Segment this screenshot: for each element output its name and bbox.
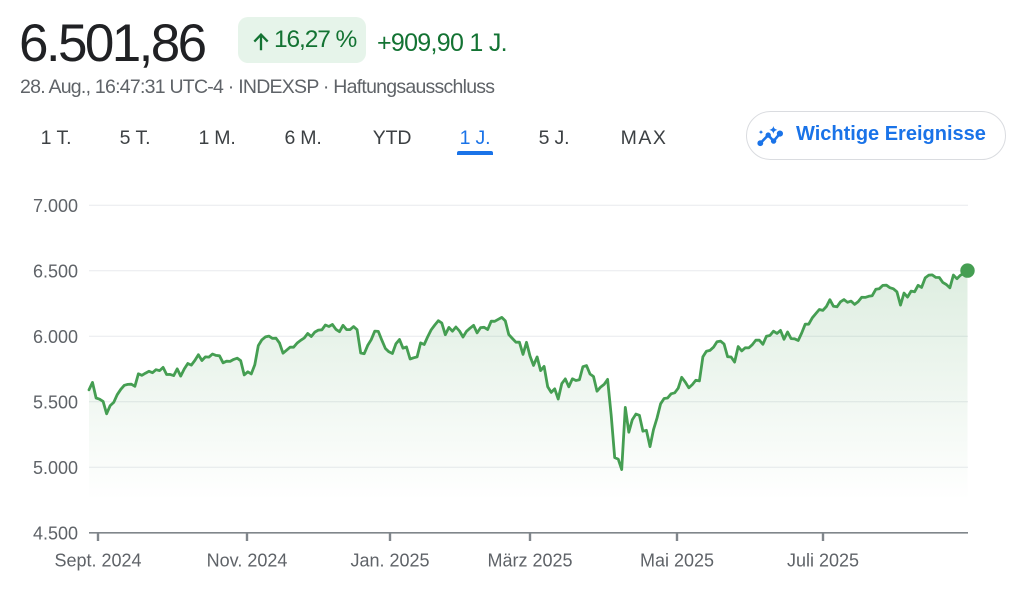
svg-text:5.500: 5.500 [33,392,78,412]
svg-text:7.000: 7.000 [33,196,78,216]
svg-text:Nov. 2024: Nov. 2024 [207,551,288,571]
svg-text:6.500: 6.500 [33,261,78,281]
svg-text:Mai 2025: Mai 2025 [640,551,714,571]
svg-text:4.500: 4.500 [33,523,78,543]
svg-text:5.000: 5.000 [33,458,78,478]
svg-text:Juli 2025: Juli 2025 [787,551,859,571]
svg-text:Jan. 2025: Jan. 2025 [350,551,429,571]
svg-text:Sept. 2024: Sept. 2024 [54,551,141,571]
svg-text:März 2025: März 2025 [487,551,572,571]
svg-text:6.000: 6.000 [33,327,78,347]
